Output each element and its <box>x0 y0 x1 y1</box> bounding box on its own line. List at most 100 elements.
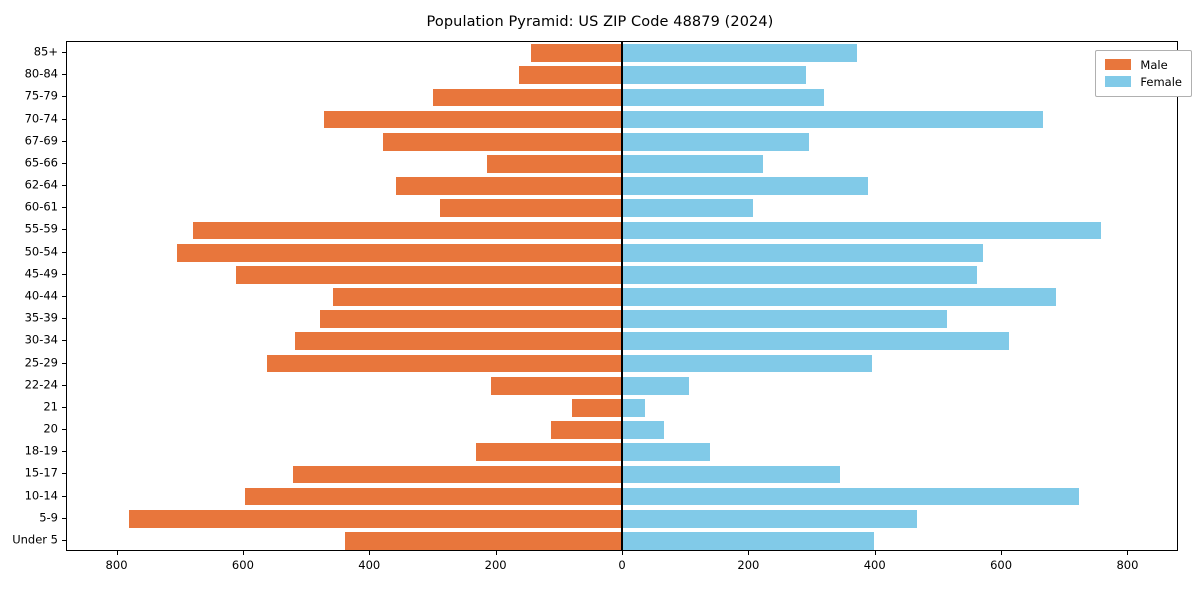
x-axis-tick-mark <box>748 551 750 555</box>
x-axis-tick-label: 0 <box>618 558 626 572</box>
y-axis-tick-label: 67-69 <box>24 133 58 148</box>
bar-female <box>622 155 764 173</box>
bar-male <box>530 44 622 62</box>
bar-male <box>236 265 622 284</box>
bar-row <box>67 177 1177 195</box>
x-axis-tick-label: 400 <box>863 558 886 572</box>
x-axis-tick-mark <box>874 551 876 555</box>
y-axis-tick-label: 35-39 <box>24 310 58 325</box>
bar-female <box>622 66 807 85</box>
y-axis-tick-mark <box>62 74 66 76</box>
bar-female <box>622 199 754 218</box>
y-axis-tick-label: 21 <box>43 399 58 414</box>
y-axis-tick-mark <box>62 318 66 320</box>
bar-row <box>67 532 1177 550</box>
bar-row <box>67 509 1177 528</box>
y-axis-tick-label: 55-59 <box>24 221 58 236</box>
bar-row <box>67 376 1177 395</box>
bar-female <box>622 399 646 417</box>
bar-female <box>622 509 918 528</box>
y-axis-tick-mark <box>62 296 66 297</box>
bar-row <box>67 310 1177 329</box>
y-axis-tick-label: 30-34 <box>24 332 58 347</box>
bar-male <box>433 88 622 107</box>
legend-label: Female <box>1140 74 1182 89</box>
bar-female <box>622 44 858 62</box>
y-axis-tick-mark <box>62 384 66 386</box>
y-axis-tick-label: 75-79 <box>24 88 58 103</box>
y-axis-tick-label: Under 5 <box>12 532 58 547</box>
x-axis-tick-mark <box>495 551 497 555</box>
bar-female <box>622 332 1010 351</box>
chart-legend[interactable]: Male Female <box>1095 50 1192 97</box>
x-axis-tick-mark <box>242 551 244 555</box>
zero-reference-line <box>621 42 623 550</box>
x-axis-tick-label: 200 <box>484 558 507 572</box>
bar-row <box>67 421 1177 439</box>
legend-item-male[interactable]: Male <box>1105 56 1182 73</box>
y-axis-tick-label: 40-44 <box>24 288 58 303</box>
bar-male <box>550 421 622 439</box>
y-axis-tick-label: 65-66 <box>24 155 58 170</box>
bar-male <box>475 443 622 462</box>
y-axis-tick-mark <box>62 207 66 209</box>
y-axis-tick-label: 50-54 <box>24 243 58 258</box>
bar-female <box>622 110 1043 129</box>
y-axis-tick-label: 60-61 <box>24 199 58 214</box>
x-axis-tick-mark <box>369 551 371 555</box>
y-axis-tick-mark <box>62 340 66 342</box>
y-axis-tick-mark <box>62 140 66 142</box>
x-axis-tick-label: 200 <box>737 558 760 572</box>
y-axis-tick-label: 62-64 <box>24 177 58 192</box>
bar-female <box>622 532 875 550</box>
legend-swatch-female <box>1105 76 1132 87</box>
y-axis-tick-label: 18-19 <box>24 443 58 458</box>
legend-label: Male <box>1140 57 1168 72</box>
bar-female <box>622 354 873 373</box>
bar-male <box>193 221 622 240</box>
bar-male <box>319 310 622 329</box>
bar-female <box>622 265 978 284</box>
x-axis-tick-mark <box>1127 551 1129 555</box>
y-axis-tick-label: 45-49 <box>24 266 58 281</box>
bar-female <box>622 288 1056 306</box>
y-axis-tick-mark <box>62 118 66 120</box>
bar-female <box>622 421 664 439</box>
bar-male <box>266 354 622 373</box>
bar-row <box>67 354 1177 373</box>
chart-title: Population Pyramid: US ZIP Code 48879 (2… <box>426 14 774 30</box>
y-axis-tick-label: 10-14 <box>24 487 58 502</box>
y-axis-tick-mark <box>62 362 66 364</box>
bar-row <box>67 465 1177 484</box>
x-axis-tick-mark <box>622 551 623 555</box>
bar-row <box>67 288 1177 306</box>
bar-female <box>622 243 984 262</box>
bar-male <box>571 399 622 417</box>
bar-female <box>622 310 947 329</box>
bar-row <box>67 243 1177 262</box>
y-axis-tick-mark <box>62 473 66 475</box>
bar-row <box>67 443 1177 462</box>
y-axis-tick-mark <box>62 429 66 431</box>
y-axis-tick-mark <box>62 495 66 497</box>
y-axis-tick-mark <box>62 185 66 187</box>
x-axis-tick-label: 600 <box>231 558 254 572</box>
bar-male <box>128 509 622 528</box>
y-axis-tick-mark <box>62 251 66 253</box>
bar-row <box>67 332 1177 351</box>
bar-male <box>382 132 622 151</box>
y-axis-tick-label: 20 <box>43 421 58 436</box>
bar-male <box>439 199 622 218</box>
bar-male <box>295 332 622 351</box>
y-axis-tick-label: 22-24 <box>24 376 58 391</box>
y-axis-tick-mark <box>62 229 66 231</box>
bar-male <box>176 243 622 262</box>
x-axis-tick-label: 800 <box>1116 558 1139 572</box>
bar-female <box>622 88 824 107</box>
y-axis-tick-mark <box>62 273 66 275</box>
legend-item-female[interactable]: Female <box>1105 73 1182 90</box>
bar-row <box>67 44 1177 62</box>
bar-female <box>622 132 809 151</box>
bar-row <box>67 155 1177 173</box>
